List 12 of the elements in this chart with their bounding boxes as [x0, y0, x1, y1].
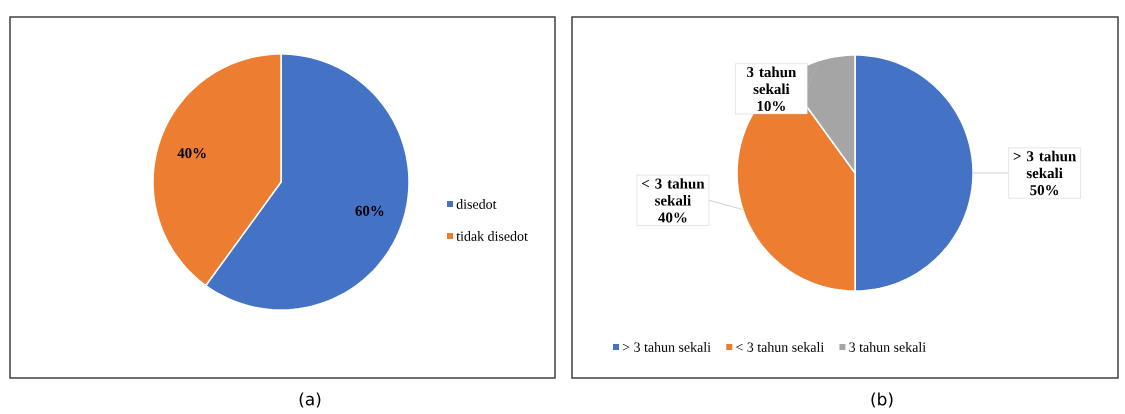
text: (a)	[299, 392, 321, 408]
legend-label: > 3 tahun sekali	[622, 342, 711, 352]
legend-label: disedot	[456, 199, 497, 209]
legend-label: tidak disedot	[456, 231, 528, 241]
legend-label: < 3 tahun sekali	[736, 342, 824, 352]
data-label: 3 tahun sekali 10%	[747, 66, 797, 112]
data-label: 60%	[355, 205, 384, 216]
legend-label: 3 tahun sekali	[849, 342, 926, 352]
data-label: 40%	[177, 148, 206, 159]
text: (b)	[871, 392, 893, 408]
data-label: > 3 tahun sekali 50%	[1013, 150, 1077, 196]
data-label: < 3 tahun sekali 40%	[642, 178, 705, 223]
